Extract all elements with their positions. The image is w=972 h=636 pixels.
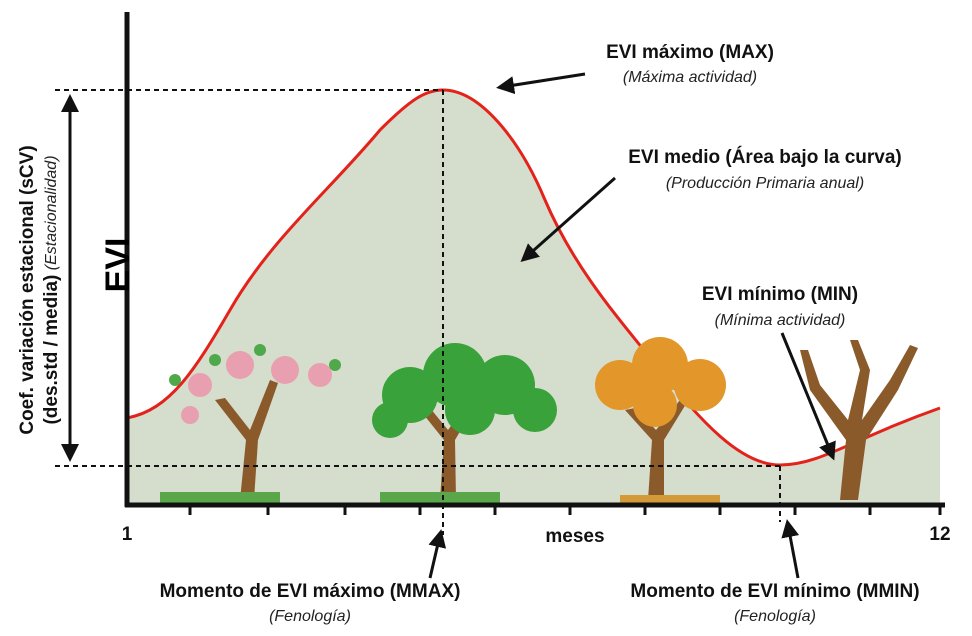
x-end: 12	[929, 524, 950, 545]
scv-label-2: (des.std / media) (Estacionalidad)	[41, 155, 62, 424]
annotation-title: EVI medio (Área bajo la curva)	[628, 146, 901, 168]
x-start: 1	[122, 524, 133, 545]
y-axis-label: EVI	[99, 238, 137, 293]
axes	[124, 12, 945, 515]
annotation-title: EVI máximo (MAX)	[606, 42, 774, 63]
annotation-subtitle: (Fenología)	[734, 608, 816, 625]
annotation-subtitle: (Fenología)	[269, 608, 351, 625]
scv-label: Coef. variación estacional (sCV)	[17, 145, 38, 434]
x-axis-label: meses	[545, 526, 604, 547]
annotation-subtitle: (Máxima actividad)	[623, 69, 757, 86]
annotation-title: EVI mínimo (MIN)	[702, 284, 858, 305]
guides	[55, 89, 781, 535]
annotation-subtitle: (Producción Primaria anual)	[666, 175, 864, 192]
arrows	[428, 72, 836, 579]
annotation-title: Momento de EVI máximo (MMAX)	[160, 581, 461, 602]
trees	[160, 337, 918, 504]
annotation-title: Momento de EVI mínimo (MMIN)	[630, 581, 919, 602]
curve-area	[126, 88, 941, 505]
annotation-subtitle: (Mínima actividad)	[715, 312, 846, 329]
